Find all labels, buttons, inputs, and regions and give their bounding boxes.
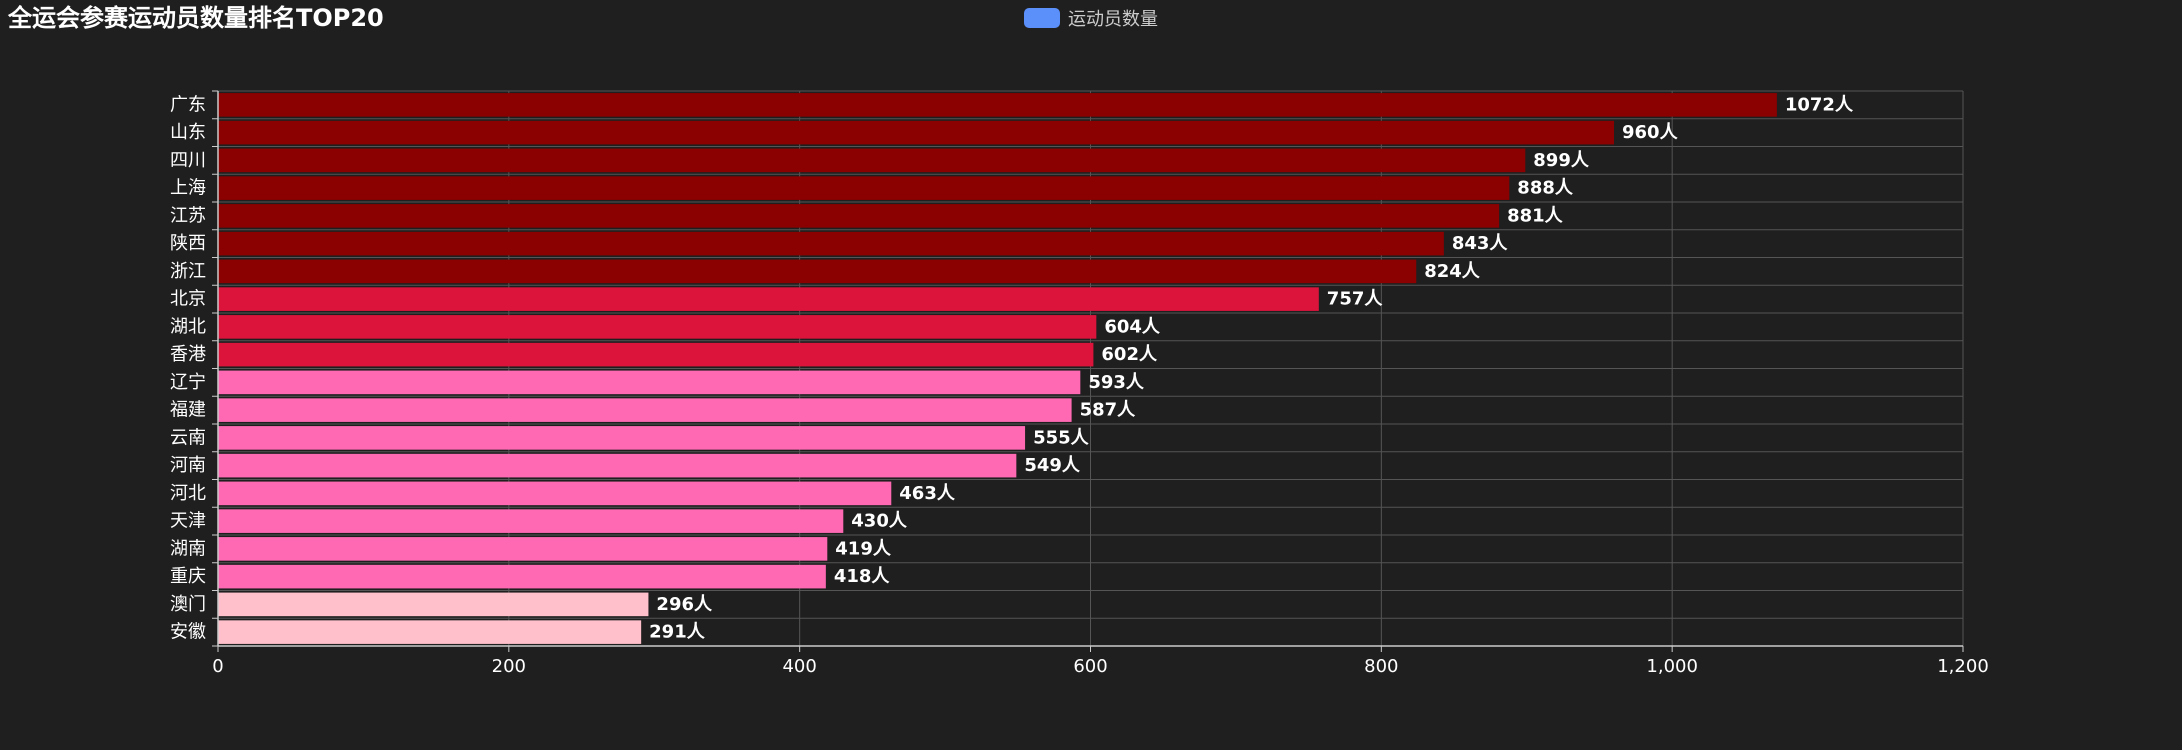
y-tick-label: 福建: [170, 400, 206, 421]
bar-4: [218, 176, 1510, 200]
bars: [218, 93, 1777, 644]
labels: 1072人 广东 960人 山东 899人 四川 888人 上海 881人 江苏 843人 陕西 824…: [170, 94, 1989, 677]
y-tick-label: 辽宁: [170, 372, 206, 393]
y-tick-label: 湖北: [170, 316, 206, 337]
bar-16: [218, 509, 844, 533]
data-label: 843人: [1452, 233, 1509, 254]
data-label: 418人: [834, 566, 891, 587]
bar-11: [218, 370, 1081, 395]
bar-1: [218, 93, 1777, 117]
bar-6: [218, 231, 1444, 256]
grid-lines: [218, 90, 1964, 647]
legend-label: 运动员数量: [1068, 9, 1158, 30]
data-label: 296人: [656, 594, 713, 615]
data-label: 430人: [851, 511, 908, 532]
y-tick-label: 江苏: [170, 205, 206, 226]
data-label: 888人: [1517, 178, 1574, 199]
x-tick-label: 1,200: [1937, 656, 1989, 677]
bar-8: [218, 287, 1319, 311]
y-tick-label: 浙江: [170, 261, 206, 282]
y-tick-label: 澳门: [170, 594, 206, 615]
x-tick-label: 800: [1364, 656, 1398, 677]
data-label: 881人: [1507, 205, 1564, 226]
bar-12: [218, 398, 1072, 422]
x-tick-label: 1,000: [1646, 656, 1698, 677]
y-tick-label: 天津: [170, 511, 206, 532]
bar-9: [218, 315, 1097, 339]
data-label: 824人: [1424, 261, 1481, 282]
chart-title: 全运会参赛运动员数量排名TOP20: [8, 4, 384, 32]
data-label: 960人: [1622, 122, 1679, 143]
y-tick-label: 广东: [170, 94, 206, 115]
x-tick-label: 400: [782, 656, 816, 677]
y-tick-label: 陕西: [170, 233, 206, 254]
y-tick-label: 云南: [170, 427, 206, 448]
data-label: 757人: [1327, 289, 1384, 310]
bar-20: [218, 620, 642, 644]
data-label: 463人: [899, 483, 956, 504]
y-tick-label: 上海: [170, 178, 206, 199]
axes: [212, 90, 1964, 652]
bar-14: [218, 453, 1017, 478]
data-label: 587人: [1080, 400, 1137, 421]
y-tick-label: 湖南: [170, 538, 206, 559]
data-label: 899人: [1533, 150, 1590, 171]
data-label: 549人: [1024, 455, 1081, 476]
y-tick-label: 山东: [170, 122, 206, 143]
x-tick-label: 0: [212, 656, 223, 677]
y-tick-label: 四川: [170, 150, 206, 171]
y-tick-label: 河南: [170, 455, 206, 476]
data-label: 291人: [649, 622, 706, 643]
bar-13: [218, 426, 1026, 450]
bar-19: [218, 592, 649, 617]
x-tick-label: 200: [492, 656, 526, 677]
data-label: 555人: [1033, 427, 1090, 448]
bar-15: [218, 481, 892, 506]
bar-2: [218, 120, 1614, 145]
bar-5: [218, 204, 1500, 228]
y-tick-label: 重庆: [170, 566, 206, 587]
y-tick-label: 香港: [170, 344, 206, 365]
legend[interactable]: 运动员数量: [1024, 6, 1158, 30]
data-label: 419人: [835, 538, 892, 559]
y-tick-label: 北京: [170, 289, 206, 310]
y-tick-label: 安徽: [170, 622, 206, 643]
y-tick-label: 河北: [170, 483, 206, 504]
legend-swatch: [1024, 8, 1060, 28]
data-label: 593人: [1088, 372, 1145, 393]
data-label: 1072人: [1785, 94, 1854, 115]
bar-10: [218, 342, 1094, 367]
bar-7: [218, 259, 1417, 284]
x-tick-label: 600: [1073, 656, 1107, 677]
bar-18: [218, 564, 826, 589]
data-label: 604人: [1104, 316, 1161, 337]
data-label: 602人: [1101, 344, 1158, 365]
bar-17: [218, 537, 828, 561]
bar-3: [218, 148, 1526, 173]
